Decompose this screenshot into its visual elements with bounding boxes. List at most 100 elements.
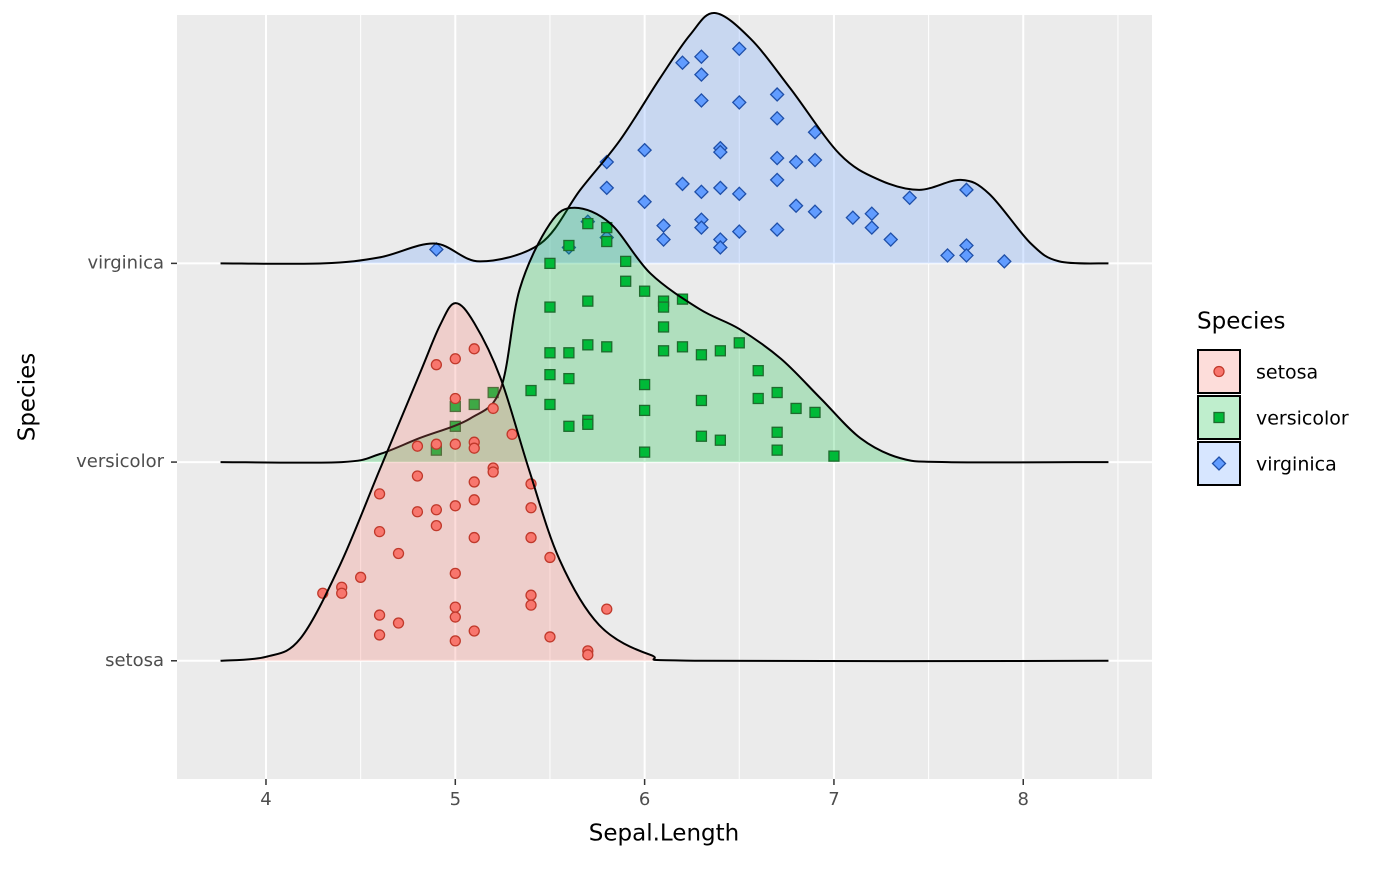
- x-tick-label: 7: [828, 789, 839, 810]
- point: [693, 184, 709, 200]
- legend-label: setosa: [1256, 362, 1318, 384]
- point: [563, 239, 575, 252]
- point: [449, 392, 461, 405]
- point: [563, 372, 575, 385]
- point: [752, 365, 764, 377]
- point: [525, 502, 537, 514]
- point: [883, 232, 899, 247]
- x-tick-label: 6: [639, 789, 650, 810]
- point: [695, 430, 708, 442]
- point: [373, 525, 386, 538]
- point: [449, 601, 461, 613]
- point: [601, 341, 613, 353]
- point: [864, 220, 880, 236]
- point: [582, 295, 594, 307]
- point: [430, 359, 443, 371]
- point: [620, 255, 632, 268]
- x-axis-title: Sepal.Length: [589, 821, 739, 847]
- point: [449, 353, 461, 365]
- point: [807, 204, 823, 220]
- point: [563, 347, 575, 359]
- ridge-line: [220, 206, 1109, 464]
- point: [411, 470, 424, 482]
- point: [712, 240, 728, 255]
- point: [1211, 456, 1227, 471]
- legend-item: versicolor: [1197, 395, 1349, 440]
- point: [769, 222, 785, 238]
- point: [637, 194, 653, 210]
- point: [449, 611, 461, 623]
- point: [582, 217, 594, 230]
- point: [468, 398, 480, 411]
- ridge-line: [220, 302, 1109, 663]
- x-tick-label: 5: [450, 789, 461, 810]
- point: [525, 531, 537, 544]
- point: [544, 301, 556, 313]
- legend-item: virginica: [1197, 441, 1337, 486]
- point: [468, 476, 480, 488]
- point: [638, 285, 651, 297]
- point: [544, 398, 556, 411]
- point: [676, 341, 689, 353]
- point: [525, 589, 537, 601]
- point: [675, 176, 690, 192]
- point: [468, 531, 480, 544]
- point: [1213, 411, 1225, 424]
- point: [657, 301, 670, 313]
- ridges: [220, 12, 1109, 663]
- point: [468, 625, 480, 637]
- point: [544, 631, 556, 643]
- y-tick-label: setosa: [105, 650, 164, 671]
- point: [336, 587, 348, 599]
- point: [693, 220, 709, 236]
- point: [828, 450, 840, 462]
- ridge-area: [220, 303, 1109, 662]
- point: [544, 347, 556, 359]
- point: [731, 41, 747, 57]
- point: [638, 404, 651, 417]
- point: [582, 418, 594, 430]
- point: [582, 339, 594, 351]
- legend-label: virginica: [1256, 454, 1337, 476]
- point: [733, 337, 745, 349]
- point: [731, 186, 747, 202]
- point: [373, 629, 386, 641]
- point: [373, 488, 386, 500]
- point: [771, 444, 783, 456]
- point: [449, 500, 461, 512]
- point: [449, 567, 461, 579]
- point: [449, 635, 461, 647]
- point: [693, 49, 709, 65]
- point: [695, 349, 708, 361]
- y-tick-label: virginica: [88, 252, 165, 273]
- point: [693, 67, 709, 83]
- point: [601, 235, 613, 248]
- point: [657, 345, 670, 357]
- point: [392, 547, 405, 560]
- point: [601, 221, 613, 234]
- point: [582, 649, 594, 661]
- point: [695, 394, 708, 407]
- point: [468, 343, 480, 355]
- point: [525, 384, 537, 397]
- x-tick-label: 8: [1018, 789, 1029, 810]
- point: [769, 150, 785, 166]
- point: [468, 494, 480, 506]
- point: [809, 406, 821, 419]
- point: [959, 182, 974, 198]
- point: [506, 428, 518, 440]
- point: [430, 504, 443, 516]
- point: [996, 253, 1012, 269]
- point: [752, 392, 764, 405]
- point: [638, 446, 651, 458]
- legend: Species setosa versicolor virginica: [1197, 309, 1349, 486]
- point: [354, 571, 367, 583]
- point: [807, 152, 823, 168]
- point: [769, 110, 785, 126]
- point: [601, 603, 613, 615]
- legend-item: setosa: [1197, 349, 1318, 394]
- point: [769, 87, 785, 102]
- point: [620, 275, 632, 287]
- point: [656, 232, 671, 247]
